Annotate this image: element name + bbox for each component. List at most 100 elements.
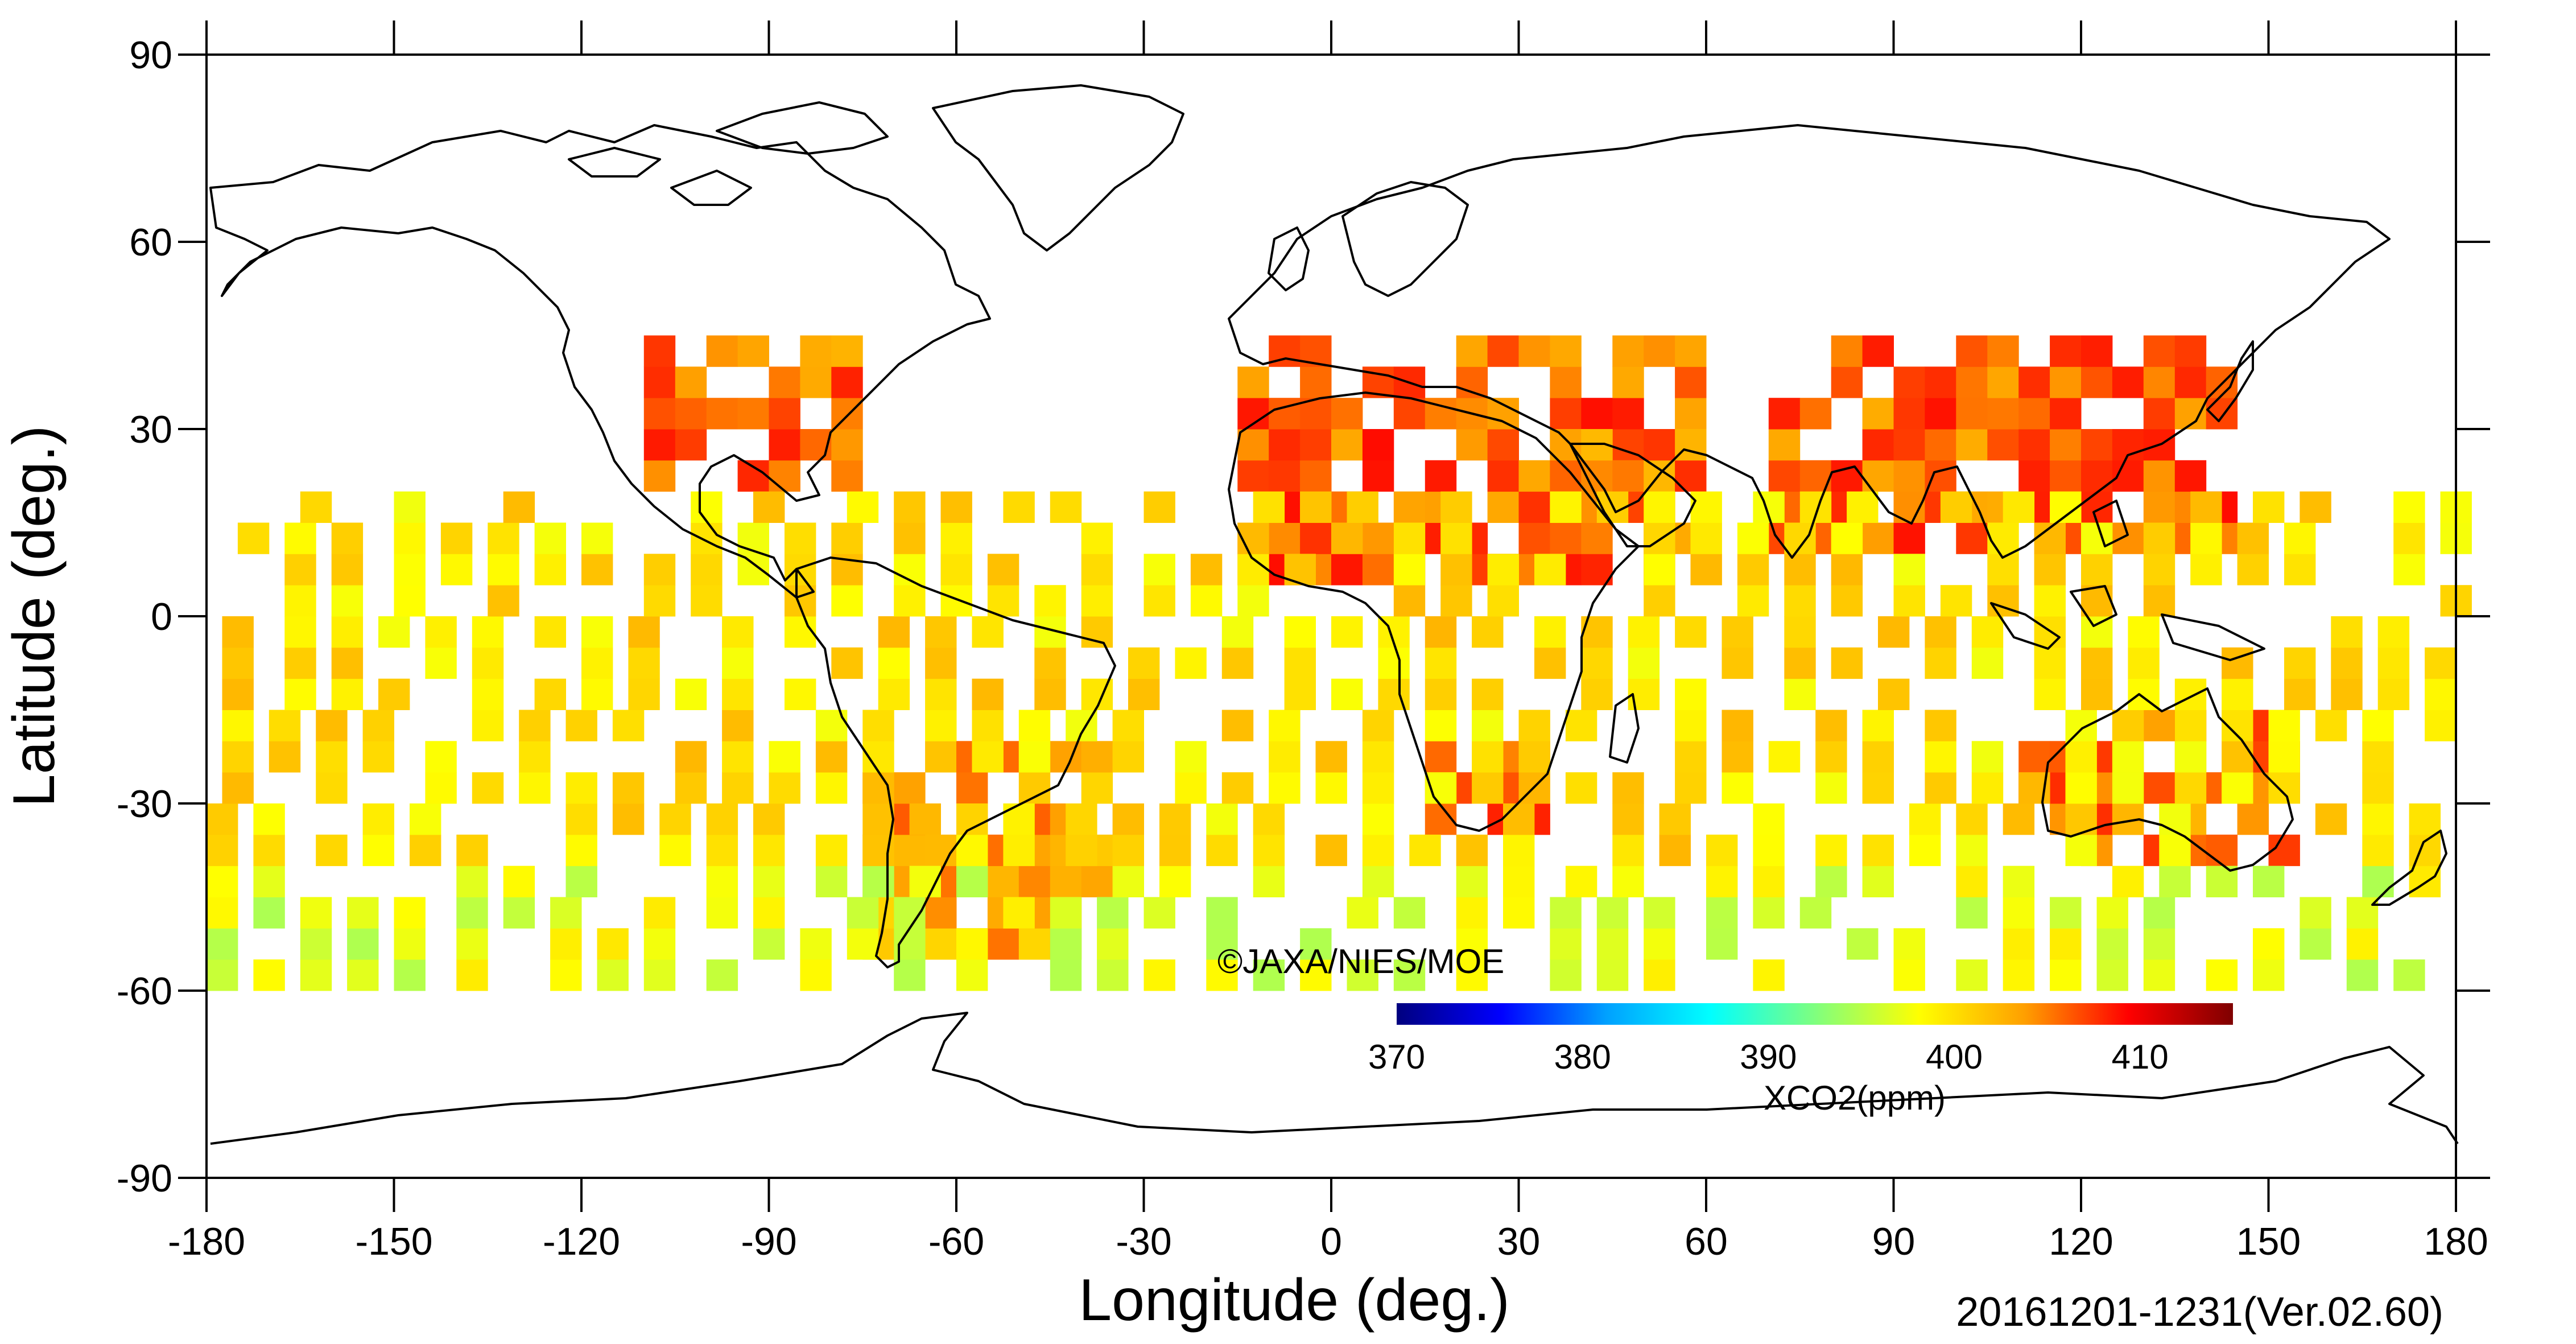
xco2-cell <box>1644 522 1675 554</box>
xco2-cell <box>1362 772 1394 804</box>
xco2-cell <box>2222 772 2253 804</box>
xco2-cell <box>987 865 1019 897</box>
xco2-cell <box>1237 585 1269 617</box>
coastline-scandinavia <box>1341 181 1469 297</box>
xco2-cell <box>815 865 848 897</box>
xco2-cell <box>1393 897 1426 929</box>
xco2-cell <box>2081 460 2113 492</box>
xco2-cell <box>1018 741 1051 773</box>
xco2-cell <box>1753 865 1785 897</box>
xco2-cell <box>1221 710 1254 741</box>
xco2-cell <box>1706 834 1738 867</box>
xco2-cell <box>1940 585 1972 617</box>
xco2-cell <box>1175 647 1207 679</box>
xco2-cell <box>1456 959 1488 991</box>
xco2-cell <box>331 678 364 710</box>
xco2-cell <box>222 616 254 648</box>
xco2-cell <box>1722 710 1753 741</box>
xco2-cell <box>1690 522 1722 554</box>
xco2-cell <box>1971 772 2004 804</box>
xco2-cell <box>1300 460 1332 492</box>
xco2-cell <box>956 928 988 960</box>
xco2-cell <box>2174 678 2207 710</box>
xco2-cell <box>1550 398 1582 430</box>
xco2-cell <box>503 897 535 929</box>
xco2-cell <box>300 897 332 929</box>
xco2-cell <box>1034 678 1066 710</box>
xco2-cell <box>1300 928 1332 960</box>
xco2-cell <box>1581 522 1613 554</box>
xco2-cell <box>785 554 816 586</box>
xco2-cell <box>316 834 348 867</box>
xco2-cell <box>1596 959 1629 991</box>
xco2-cell <box>519 772 551 804</box>
xco2-cell <box>691 491 723 523</box>
xco2-cell <box>1628 647 1660 679</box>
xco2-cell <box>1253 803 1285 835</box>
xco2-cell <box>1362 429 1394 461</box>
xco2-cell <box>1675 398 1707 430</box>
xco2-cell <box>925 647 957 679</box>
xco2-cell <box>2377 616 2410 648</box>
xco2-cell <box>2112 366 2144 398</box>
xco2-cell <box>2096 897 2128 929</box>
xco2-cell <box>253 959 285 991</box>
xco2-cell <box>2003 959 2035 991</box>
xco2-cell <box>1425 678 1457 710</box>
xco2-cell <box>347 897 379 929</box>
xco2-cell <box>300 959 332 991</box>
xco2-cell <box>1347 897 1378 929</box>
x-tick-label: 180 <box>2424 1220 2488 1263</box>
xco2-cell <box>1784 585 1816 617</box>
colorbar <box>1397 1003 2233 1025</box>
x-axis-label: Longitude (deg.) <box>1079 1267 1509 1333</box>
xco2-cell <box>737 460 769 492</box>
xco2-cell <box>1550 491 1582 523</box>
xco2-cell <box>1644 897 1675 929</box>
colorbar-tick-label: 380 <box>1554 1038 1611 1076</box>
xco2-cell <box>362 803 394 835</box>
xco2-cell <box>1893 554 1925 586</box>
xco2-cell <box>1378 678 1410 710</box>
xco2-cell <box>362 741 394 773</box>
xco2-cell <box>1237 429 1269 461</box>
xco2-cell <box>1753 834 1785 867</box>
xco2-cell <box>643 959 676 991</box>
xco2-cell <box>753 897 785 929</box>
xco2-cell <box>1143 491 1175 523</box>
xco2-cell <box>1159 803 1191 835</box>
xco2-cell <box>1815 710 1847 741</box>
xco2-cell <box>987 585 1019 617</box>
xco2-cell <box>737 398 769 430</box>
xco2-cell <box>1050 491 1082 523</box>
xco2-cell <box>1971 616 2004 648</box>
xco2-cell <box>207 897 238 929</box>
xco2-cell <box>831 585 863 617</box>
xco2-cell <box>1143 959 1175 991</box>
xco2-cell <box>1331 522 1363 554</box>
coastlines <box>209 84 2459 1145</box>
xco2-cell <box>284 647 316 679</box>
xco2-cell <box>1893 522 1925 554</box>
y-tick-label: 60 <box>129 221 172 264</box>
xco2-cell <box>2284 678 2316 710</box>
xco2-cell <box>737 522 769 554</box>
xco2-cell <box>2346 959 2379 991</box>
xco2-cell <box>1206 803 1238 835</box>
xco2-cell <box>612 772 645 804</box>
colorbar-label: XCO2(ppm) <box>1764 1079 1946 1117</box>
xco2-cell <box>2003 897 2035 929</box>
xco2-cell <box>1300 522 1332 554</box>
xco2-cell <box>1221 647 1254 679</box>
xco2-cell <box>2300 928 2331 960</box>
coastline-japan <box>2206 340 2254 422</box>
xco2-cell <box>1018 865 1051 897</box>
xco2-cell <box>643 460 676 492</box>
xco2-cell <box>331 585 364 617</box>
xco2-cell <box>1659 834 1691 867</box>
xco2-cell <box>331 647 364 679</box>
xco2-cell <box>628 616 660 648</box>
xco2-cell <box>1722 647 1753 679</box>
xco2-cell <box>847 897 879 929</box>
x-tick-label: -90 <box>741 1220 796 1263</box>
